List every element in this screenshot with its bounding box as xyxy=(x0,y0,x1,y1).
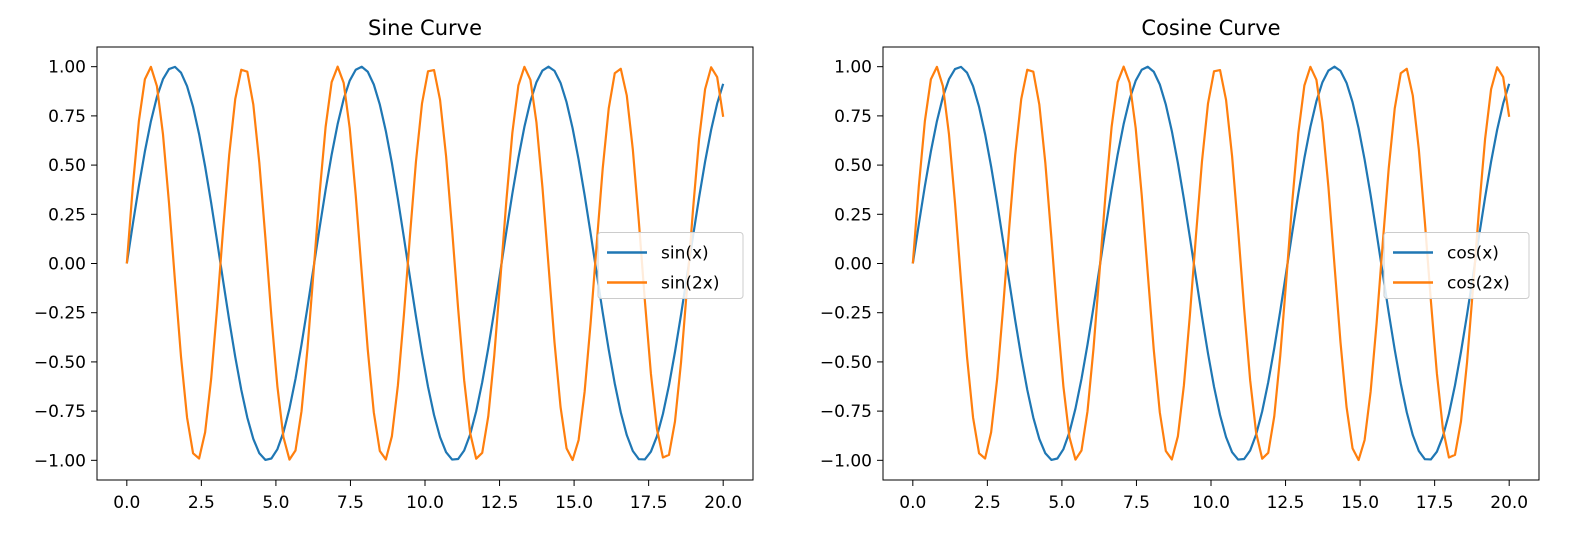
cosine-series-cos-x xyxy=(911,65,1511,461)
sine-series-sin-2x xyxy=(125,65,725,462)
sine-y-tick-label: 0.00 xyxy=(48,255,86,275)
cosine-x-tick-label: 2.5 xyxy=(974,493,1001,513)
sine-y-tick-label: 0.75 xyxy=(48,107,86,127)
subplot-cosine: Cosine Curve 0.0 2.5 5.0 7.5 10.0 12.5 15.0 17.5… xyxy=(820,16,1540,513)
cosine-x-tick-label: 5.0 xyxy=(1048,493,1075,513)
sine-x-tick-label: 0.0 xyxy=(113,493,140,513)
cosine-y-tick-label: 0.00 xyxy=(834,255,872,275)
cosine-x-tick-label: 17.5 xyxy=(1416,493,1454,513)
sine-y-tick-label: 0.25 xyxy=(48,205,86,225)
subplot-sine: Sine Curve 0.0 2.5 5.0 7.5 10.0 12.5 15.0 17.5 20… xyxy=(34,16,754,513)
sine-x-tick-label: 7.5 xyxy=(337,493,364,513)
cosine-y-tick-label: 0.25 xyxy=(834,205,872,225)
sine-y-tick-label: 0.50 xyxy=(48,156,86,176)
sine-x-tick-label: 2.5 xyxy=(188,493,215,513)
sine-legend-label: sin(2x) xyxy=(661,274,720,294)
sine-x-tick-label: 17.5 xyxy=(630,493,668,513)
sine-y-tick-label: −0.50 xyxy=(34,353,86,373)
cosine-x-tick-label: 10.0 xyxy=(1192,493,1230,513)
sine-series-sin-x xyxy=(125,65,725,461)
cosine-y-tick-label: −1.00 xyxy=(820,451,872,471)
cosine-x-tick-label: 7.5 xyxy=(1123,493,1150,513)
sine-chart-title: Sine Curve xyxy=(368,16,482,40)
cosine-legend: cos(x) cos(2x) xyxy=(1383,232,1530,299)
sine-legend: sin(x) sin(2x) xyxy=(597,232,744,299)
sine-y-tick-label: −0.75 xyxy=(34,402,86,422)
cosine-legend-label: cos(x) xyxy=(1447,244,1499,264)
cosine-chart-title: Cosine Curve xyxy=(1141,16,1280,40)
cosine-x-tick-label: 12.5 xyxy=(1267,493,1305,513)
sine-x-tick-label: 20.0 xyxy=(704,493,742,513)
sine-y-tick-label: −1.00 xyxy=(34,451,86,471)
cosine-x-tick-label: 20.0 xyxy=(1490,493,1528,513)
sine-y-tick-label: 1.00 xyxy=(48,58,86,78)
cosine-legend-label: cos(2x) xyxy=(1447,274,1510,294)
sine-x-tick-label: 15.0 xyxy=(555,493,593,513)
cosine-series-cos-2x xyxy=(911,65,1511,462)
cosine-y-tick-label: −0.75 xyxy=(820,402,872,422)
sine-x-tick-label: 5.0 xyxy=(262,493,289,513)
cosine-y-tick-label: −0.25 xyxy=(820,304,872,324)
sine-y-tick-label: −0.25 xyxy=(34,304,86,324)
sine-x-tick-label: 10.0 xyxy=(406,493,444,513)
cosine-y-tick-label: 1.00 xyxy=(834,58,872,78)
sine-legend-label: sin(x) xyxy=(661,244,709,264)
sine-x-tick-label: 12.5 xyxy=(481,493,519,513)
cosine-y-tick-label: −0.50 xyxy=(820,353,872,373)
cosine-x-tick-label: 0.0 xyxy=(899,493,926,513)
cosine-y-tick-label: 0.50 xyxy=(834,156,872,176)
cosine-y-tick-label: 0.75 xyxy=(834,107,872,127)
cosine-x-tick-label: 15.0 xyxy=(1341,493,1379,513)
